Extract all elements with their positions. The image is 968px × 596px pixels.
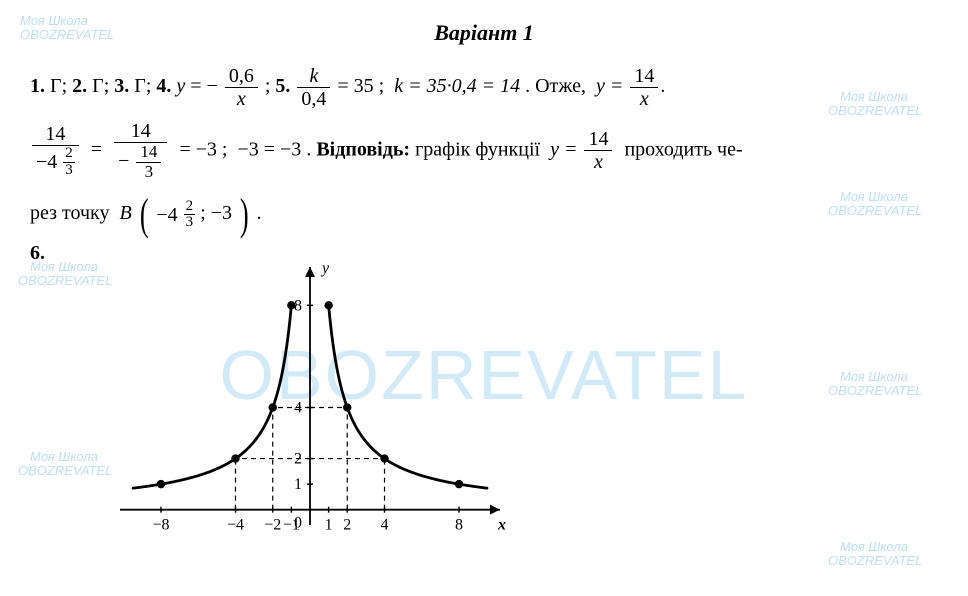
q5b-f1n: 14 [32,123,79,146]
svg-text:−2: −2 [264,516,281,533]
q5-kexpr: k = 35·0,4 = 14 [394,75,520,97]
svg-text:x: x [497,516,506,533]
ans-text2: проходить че- [624,138,742,160]
svg-text:4: 4 [381,516,389,533]
coord-a: −4 23 [156,202,200,224]
content: Варіант 1 1. Г; 2. Г; 3. Г; 4. y = − 0,6… [0,0,968,578]
svg-text:2: 2 [343,516,351,533]
q5b-yfrac: 14 x [584,128,612,173]
coord-sep: ; [200,202,206,224]
q5b-f2dn: 14 [136,143,161,163]
coord-afn: 2 [184,199,196,216]
q5b-f2: 14 − 14 3 [114,120,167,181]
q5-kden: 0,4 [297,88,330,110]
a3: Г [134,75,146,97]
svg-text:1: 1 [294,476,302,493]
q5b-yd: x [594,151,603,173]
q5-ylhs: y = [596,75,623,97]
q4-label: 4. [156,75,176,97]
a2: Г [92,75,104,97]
q4-den: x [237,88,246,110]
q5b-ylhs: y = [550,138,577,160]
line-1: 1. Г; 2. Г; 3. Г; 4. y = − 0,6 x ; 5. k … [30,58,938,114]
svg-text:y: y [320,260,330,277]
q5-eq1: = 35 [337,75,373,97]
coord-ai: −4 [156,187,177,243]
q5b-eq: = [91,138,102,160]
q5-yden: x [640,88,649,110]
point-B: B [119,202,131,224]
q5b-f2n: 14 [114,120,167,143]
variant-title: Варіант 1 [30,20,938,46]
q5b-f1d: −4 23 [32,146,79,179]
q4-y: y [176,75,185,97]
svg-text:1: 1 [325,516,333,533]
svg-text:8: 8 [455,516,463,533]
q6-label: 6. [30,242,45,264]
function-graph: −8−4−2−1124812480yx [100,253,520,553]
q5-ynum: 14 [630,65,658,88]
line-3: рез точку B ( −4 23 ; −3 ) . [30,185,938,242]
page: OBOZREVATEL Моя ШколаOBOZREVATELМоя Школ… [0,0,968,596]
q4-num: 0,6 [225,65,258,88]
q5b-f2dd: 3 [136,163,161,182]
q5b-yn: 14 [584,128,612,151]
answer-label: Відповідь: [316,138,410,160]
svg-text:−4: −4 [227,516,244,533]
line-2: 14 −4 23 = 14 − 14 3 = −3 ; −3 = −3 . [30,120,938,181]
q4-frac: 0,6 x [225,65,258,110]
q5-yfrac: 14 x [630,65,658,110]
coord-afd: 3 [184,215,196,231]
q1-label: 1. [30,75,50,97]
q5b-res: = −3 [179,138,217,160]
q5b-f1dfd: 3 [63,163,75,179]
q4-neg: − [207,75,218,97]
rparen: ) [240,197,249,232]
svg-text:0: 0 [294,514,302,531]
coord-b: −3 [211,202,232,224]
q5c-pre: рез точку [30,202,109,224]
q5b-f1di: −4 [36,151,57,173]
q5b-f2d: − 14 3 [114,143,167,181]
lparen: ( [140,197,149,232]
q5b-f1: 14 −4 23 [32,123,79,179]
q5-so: Отже, [535,75,586,97]
q5b-f1dfn: 2 [63,146,75,163]
q3-label: 3. [114,75,134,97]
q5-label: 5. [275,75,295,97]
q5b-f2df: 14 3 [136,143,161,181]
q5-kfrac: k 0,4 [297,65,330,110]
svg-text:−8: −8 [152,516,169,533]
q5-dot: . [660,75,665,97]
q5-k: k [309,65,318,87]
q2-label: 2. [72,75,92,97]
q5b-check: −3 = −3 [237,138,301,160]
q5b-f2neg: − [118,150,129,172]
ans-text1: графік функції [415,138,540,160]
q5c-dot: . [257,202,262,224]
chart-container: −8−4−2−1124812480yx [100,253,938,558]
a1: Г [50,75,62,97]
